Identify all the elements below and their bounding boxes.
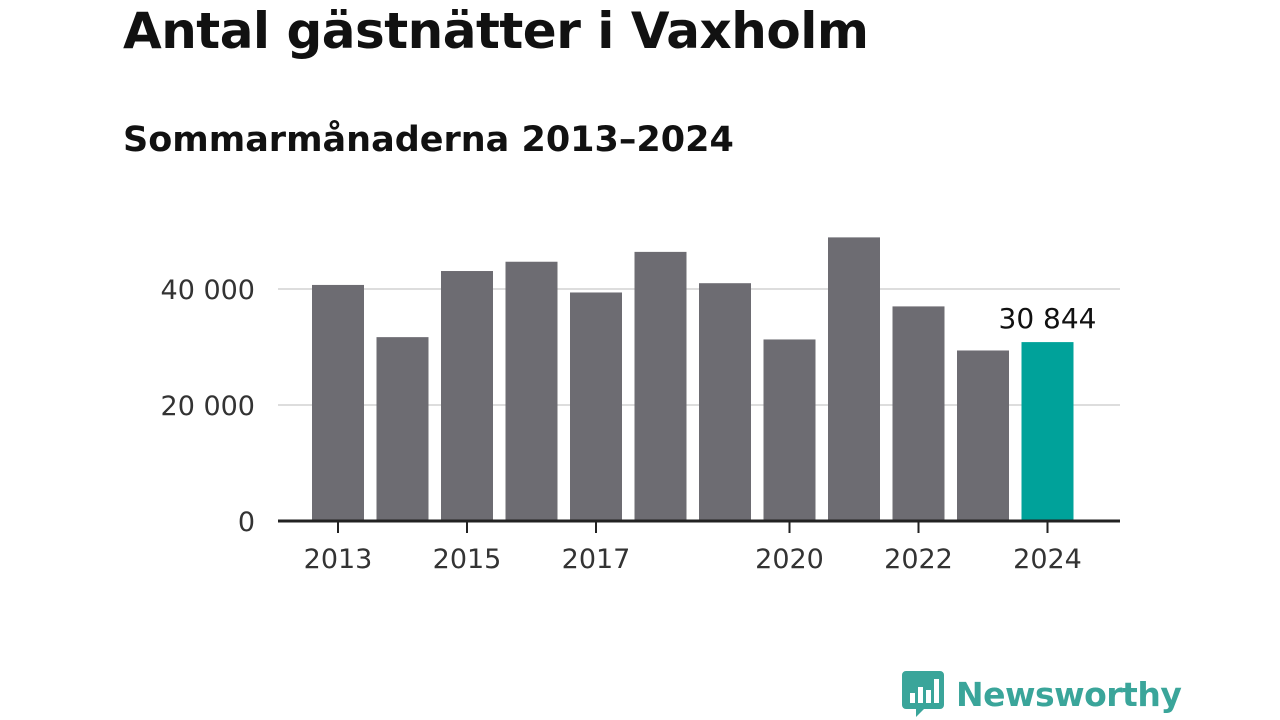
bar-2014 — [376, 337, 429, 521]
bar-2022 — [892, 306, 945, 521]
data-label-highlight: 30 844 — [999, 302, 1097, 335]
bar-2018 — [634, 251, 687, 521]
bar-2017 — [570, 292, 622, 521]
bars — [312, 237, 1074, 521]
x-tick-label: 2017 — [562, 544, 631, 575]
chat-bubble-bar-chart-icon — [902, 671, 944, 717]
bar-2020 — [763, 339, 816, 521]
x-tick-label: 2020 — [755, 544, 824, 575]
x-tick-label: 2015 — [433, 544, 502, 575]
chart-subtitle: Sommarmånaderna 2013–2024 — [123, 120, 734, 160]
bar-2019 — [699, 283, 751, 521]
axes — [278, 519, 1120, 533]
bar-2021 — [828, 237, 880, 521]
x-tick-label: 2013 — [304, 544, 373, 575]
bar-2013 — [312, 284, 364, 521]
y-tick-label: 20 000 — [161, 391, 255, 422]
y-tick-label: 0 — [238, 507, 255, 538]
bar-2023 — [957, 350, 1009, 521]
bar-2024 — [1021, 342, 1074, 521]
y-tick-label: 40 000 — [161, 275, 255, 306]
bar-2016 — [505, 261, 558, 521]
newsworthy-logo: Newsworthy — [902, 670, 1182, 718]
logo-text: Newsworthy — [956, 674, 1182, 714]
labels: 0 20 000 40 000 2013 2015 2017 2020 2022 2024 30 … — [161, 275, 1097, 575]
x-tick-label: 2022 — [884, 544, 953, 575]
x-tick-label: 2024 — [1013, 544, 1082, 575]
chart-title: Antal gästnätter i Vaxholm — [123, 2, 869, 60]
bar-2015 — [441, 271, 493, 521]
